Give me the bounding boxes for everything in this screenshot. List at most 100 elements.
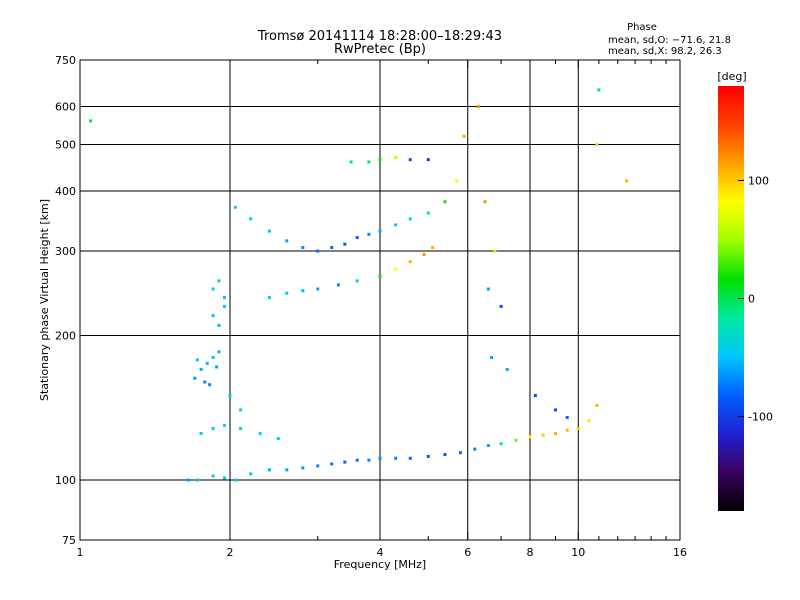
data-point — [565, 428, 569, 432]
data-point — [211, 474, 215, 478]
data-point — [186, 478, 190, 482]
data-point — [431, 246, 435, 250]
data-point — [223, 476, 227, 480]
data-point — [394, 456, 398, 460]
data-point — [367, 458, 371, 462]
data-point — [316, 464, 320, 468]
data-point — [394, 267, 398, 271]
data-point — [408, 456, 412, 460]
data-point — [595, 143, 599, 147]
phase-legend-heading: Phase — [627, 22, 657, 33]
data-point — [343, 460, 347, 464]
data-point — [443, 200, 447, 204]
data-point — [355, 458, 359, 462]
data-point — [193, 376, 197, 380]
data-point — [486, 444, 490, 448]
data-point — [378, 229, 382, 233]
data-point — [408, 217, 412, 221]
plot-points — [89, 88, 629, 482]
data-point — [355, 279, 359, 283]
data-point — [228, 394, 232, 398]
data-point — [249, 472, 253, 476]
y-tick-label: 500 — [55, 139, 76, 152]
y-tick-label: 300 — [55, 245, 76, 258]
y-tick-label: 600 — [55, 101, 76, 114]
data-point — [528, 435, 532, 439]
data-point — [203, 380, 207, 384]
colorbar-tick-label: -100 — [748, 411, 773, 424]
data-point — [499, 442, 503, 446]
data-point — [301, 289, 305, 293]
data-point — [394, 223, 398, 227]
y-axis: 75 100 200 300 400 500 600 750 — [55, 54, 680, 547]
data-point — [349, 160, 353, 164]
colorbar-tick-label: 0 — [748, 293, 755, 306]
data-point — [565, 415, 569, 419]
data-point — [394, 155, 398, 159]
y-tick-label: 200 — [55, 330, 76, 343]
y-tick-label: 750 — [55, 54, 76, 67]
data-point — [239, 408, 243, 412]
data-point — [367, 232, 371, 236]
data-point — [330, 246, 334, 250]
data-point — [316, 249, 320, 253]
data-point — [458, 451, 462, 455]
data-point — [285, 239, 289, 243]
data-point — [211, 427, 215, 431]
data-point — [330, 462, 334, 466]
data-point — [493, 249, 497, 253]
y-axis-label: Stationary phase Virtual Height [km] — [38, 199, 51, 401]
data-point — [533, 394, 537, 398]
data-point — [267, 229, 271, 233]
data-point — [597, 88, 601, 92]
data-point — [267, 296, 271, 300]
colorbar-ticks: 100 0 -100 — [738, 174, 773, 424]
chart-subtitle: RwPretec (Bp) — [334, 42, 426, 57]
data-point — [378, 275, 382, 279]
y-tick-label: 400 — [55, 185, 76, 198]
phase-legend-o: mean, sd,O: −71.6, 21.8 — [608, 35, 731, 46]
colorbar-label: [deg] — [717, 70, 746, 83]
data-point — [285, 468, 289, 472]
data-point — [217, 279, 221, 283]
data-point — [267, 468, 271, 472]
data-point — [367, 160, 371, 164]
data-point — [233, 205, 237, 209]
data-point — [199, 432, 203, 436]
data-point — [239, 427, 243, 431]
phase-legend-x: mean, sd,X: 98.2, 26.3 — [608, 46, 722, 57]
data-point — [217, 350, 221, 354]
data-point — [443, 453, 447, 457]
data-point — [422, 253, 426, 257]
data-point — [483, 200, 487, 204]
x-tick-label: 16 — [673, 546, 687, 559]
data-point — [301, 246, 305, 250]
chart-title: Tromsø 20141114 18:28:00–18:29:43 — [257, 29, 502, 44]
data-point — [378, 158, 382, 162]
data-point — [208, 383, 212, 387]
x-tick-label: 8 — [527, 546, 534, 559]
x-tick-label: 4 — [377, 546, 384, 559]
x-tick-label: 1 — [77, 546, 84, 559]
data-point — [336, 283, 340, 287]
y-tick-label: 100 — [55, 474, 76, 487]
data-point — [576, 427, 580, 431]
x-axis: 1 2 4 6 8 10 16 — [77, 60, 687, 559]
data-point — [473, 447, 477, 451]
colorbar-tick-label: 100 — [748, 174, 769, 187]
data-point — [316, 287, 320, 291]
data-point — [276, 437, 280, 441]
data-point — [211, 314, 215, 318]
data-point — [355, 236, 359, 240]
data-point — [343, 242, 347, 246]
data-point — [285, 291, 289, 295]
data-point — [195, 358, 199, 362]
data-point — [408, 260, 412, 264]
x-tick-label: 2 — [227, 546, 234, 559]
data-point — [595, 403, 599, 407]
data-point — [378, 456, 382, 460]
x-tick-label: 6 — [464, 546, 471, 559]
data-point — [553, 408, 557, 412]
data-point — [553, 432, 557, 436]
